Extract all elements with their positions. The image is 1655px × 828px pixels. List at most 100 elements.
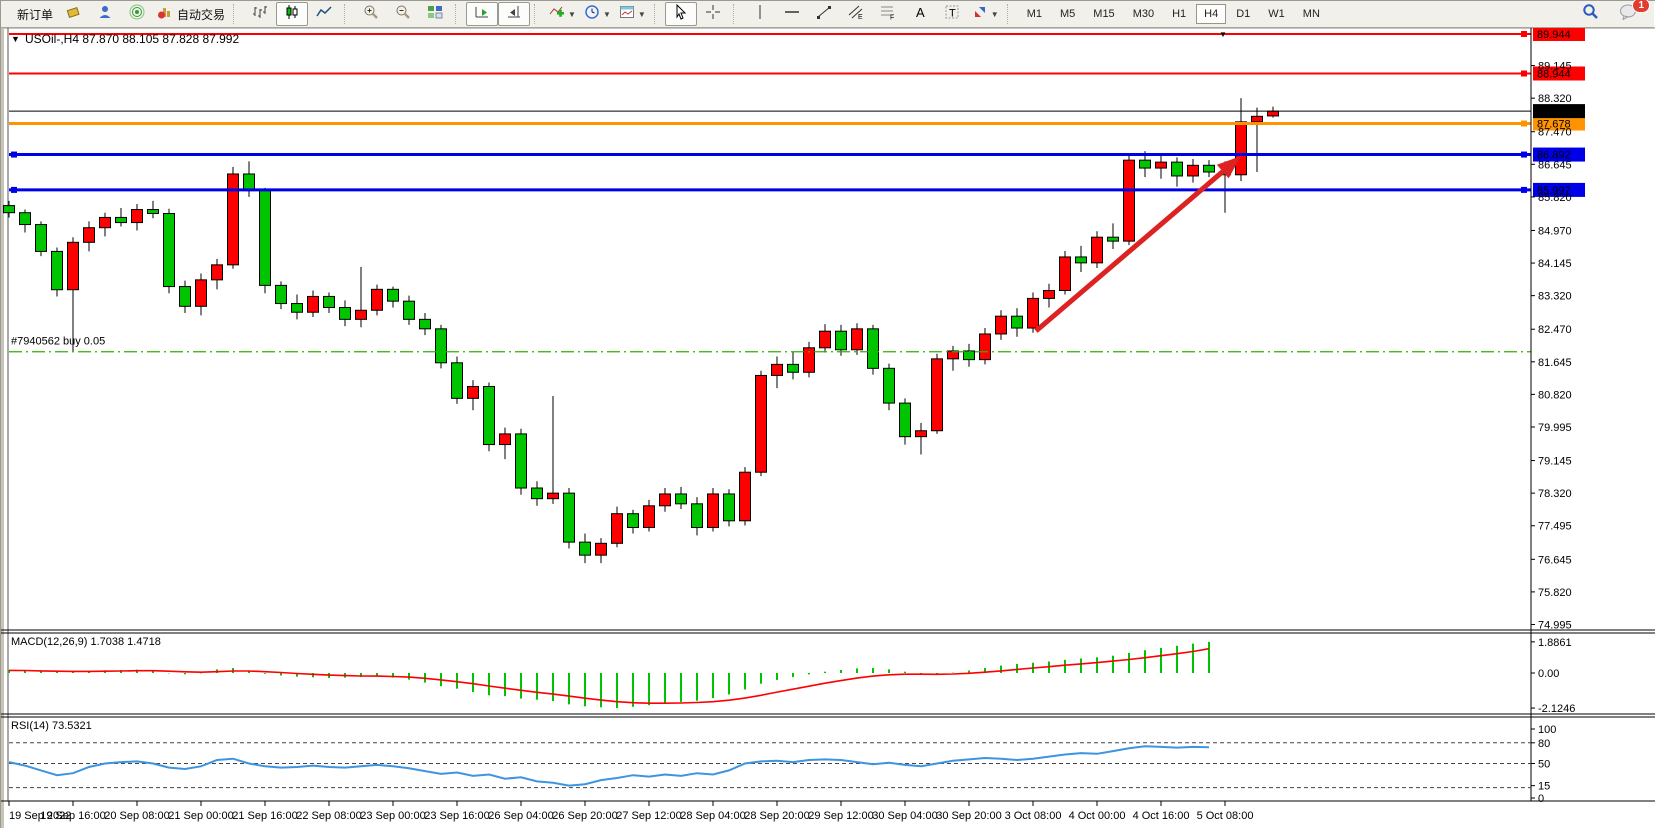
candle-body [979, 333, 991, 361]
line-handle[interactable] [1521, 120, 1527, 127]
candle-body [931, 358, 943, 432]
time-tick-label: 27 Sep 12:00 [616, 810, 681, 822]
candle-body [435, 328, 447, 364]
line-handle[interactable] [1521, 186, 1527, 193]
tile-windows-icon [427, 4, 443, 25]
candle-body [819, 330, 831, 349]
search-icon [1582, 3, 1599, 25]
zoom-in-button[interactable] [355, 2, 387, 26]
auto-scroll-button[interactable] [466, 2, 499, 26]
candle-body [467, 385, 479, 399]
candle-body [1187, 164, 1199, 177]
price-tick-label: 89.145 [1538, 61, 1572, 73]
new-order-button[interactable]: 新订单 [9, 2, 57, 26]
line-chart-button[interactable] [308, 2, 340, 26]
bar-chart-button[interactable] [244, 2, 276, 26]
market-watch-button[interactable] [89, 2, 121, 26]
candle-body [1267, 110, 1279, 117]
rsi-tick-label: 50 [1538, 759, 1550, 771]
vertical-line-button[interactable] [744, 2, 776, 26]
level-line-badge-label: 89.944 [1537, 29, 1571, 41]
candle-body [307, 295, 319, 313]
price-tick-label: 87.470 [1538, 127, 1572, 139]
crosshair-button[interactable] [697, 2, 729, 26]
level-line-badge-label: 86.892 [1537, 150, 1571, 162]
candle-body [531, 487, 543, 500]
zoom-out-button[interactable] [387, 2, 419, 26]
fibonacci-button[interactable]: F [872, 2, 904, 26]
candlestick-chart-button[interactable] [276, 2, 309, 26]
auto-trading-button[interactable]: 自动交易 [153, 2, 229, 26]
time-tick-label: 23 Sep 16:00 [424, 810, 489, 822]
price-tick-label: 79.145 [1538, 456, 1572, 468]
price-tick-label: 74.995 [1538, 619, 1572, 631]
tile-windows-button[interactable] [419, 2, 451, 26]
svg-text:F: F [890, 14, 894, 20]
notification-badge: 1 [1632, 0, 1650, 13]
chevron-down-icon: ▼ [990, 9, 999, 19]
candle-body [723, 493, 735, 522]
trendline-button[interactable] [808, 2, 840, 26]
price-tick-label: 75.820 [1538, 587, 1572, 599]
time-tick-label: 4 Oct 00:00 [1069, 810, 1126, 822]
line-handle[interactable] [11, 186, 17, 193]
candle-body [707, 493, 719, 529]
notifications-button[interactable]: 1 [1612, 0, 1650, 26]
trend-arrow-head[interactable] [1216, 156, 1241, 179]
horizontal-line-button[interactable] [776, 2, 808, 26]
channel-button[interactable]: E [840, 2, 872, 26]
candle-body [67, 241, 79, 291]
label-button[interactable]: T [936, 2, 968, 26]
time-tick-label: 21 Sep 00:00 [168, 810, 233, 822]
candle-body [403, 300, 415, 320]
candle-body [387, 288, 399, 302]
timeframe-button-m15[interactable]: M15 [1093, 8, 1115, 20]
line-handle[interactable] [1521, 70, 1527, 77]
timeframe-button-m1[interactable]: M1 [1026, 8, 1042, 20]
line-handle[interactable] [1521, 31, 1527, 37]
candle-body [3, 205, 15, 214]
chart-title: USOil-,H4 87.870 88.105 87.828 87.992 [25, 32, 239, 46]
line-handle[interactable] [1521, 151, 1527, 158]
time-tick-label: 26 Sep 04:00 [488, 810, 553, 822]
toolbar-separator [653, 4, 661, 24]
line-chart-icon [316, 4, 332, 25]
candle-body [483, 385, 495, 446]
periods-button[interactable]: ▼ [580, 2, 615, 26]
candle-body [1075, 256, 1087, 264]
indicators-button[interactable]: ▼ [545, 2, 580, 26]
market-watch-icon [97, 4, 113, 25]
timeframe-button-h1[interactable]: H1 [1172, 8, 1187, 20]
cursor-button[interactable] [664, 2, 697, 26]
macd-label: MACD(12,26,9) 1.7038 1.4718 [11, 636, 161, 648]
zoom-out-icon [395, 4, 411, 25]
text-button[interactable]: A [904, 2, 936, 26]
timeframe-button-m30[interactable]: M30 [1132, 8, 1155, 20]
trend-arrow-shaft[interactable] [1034, 169, 1225, 333]
timeframe-button-w1[interactable]: W1 [1268, 8, 1285, 20]
candle-body [451, 362, 463, 399]
horizontal-line-icon [784, 4, 800, 25]
timeframe-button-h4[interactable]: H4 [1196, 4, 1227, 24]
templates-button[interactable]: ▼ [615, 2, 650, 26]
chart-shift-button[interactable] [498, 2, 531, 26]
chart-profile-button[interactable] [57, 2, 89, 26]
line-handle[interactable] [11, 151, 17, 158]
periods-icon [584, 4, 600, 25]
search-button[interactable] [1574, 2, 1606, 26]
toolbar: 新订单 自动交易 ▼ ▼ ▼ E F A T ▼ M1 M5 M15 M30 H1 H4 D1 W1 MN 1 [1, 0, 1654, 28]
candle-body [339, 306, 351, 320]
level-line-badge-label: 87.678 [1537, 119, 1571, 131]
candle-body [627, 513, 639, 529]
signals-button[interactable] [121, 2, 153, 26]
candle-body [115, 216, 127, 224]
level-line-badge [1533, 27, 1585, 41]
timeframe-button-m5[interactable]: M5 [1060, 8, 1076, 20]
arrows-button[interactable]: ▼ [968, 2, 1003, 26]
timeframe-button-d1[interactable]: D1 [1236, 8, 1251, 20]
timeframe-button-mn[interactable]: MN [1302, 8, 1320, 20]
price-tick-label: 76.645 [1538, 554, 1572, 566]
order-line-label: #7940562 buy 0.05 [11, 336, 105, 348]
